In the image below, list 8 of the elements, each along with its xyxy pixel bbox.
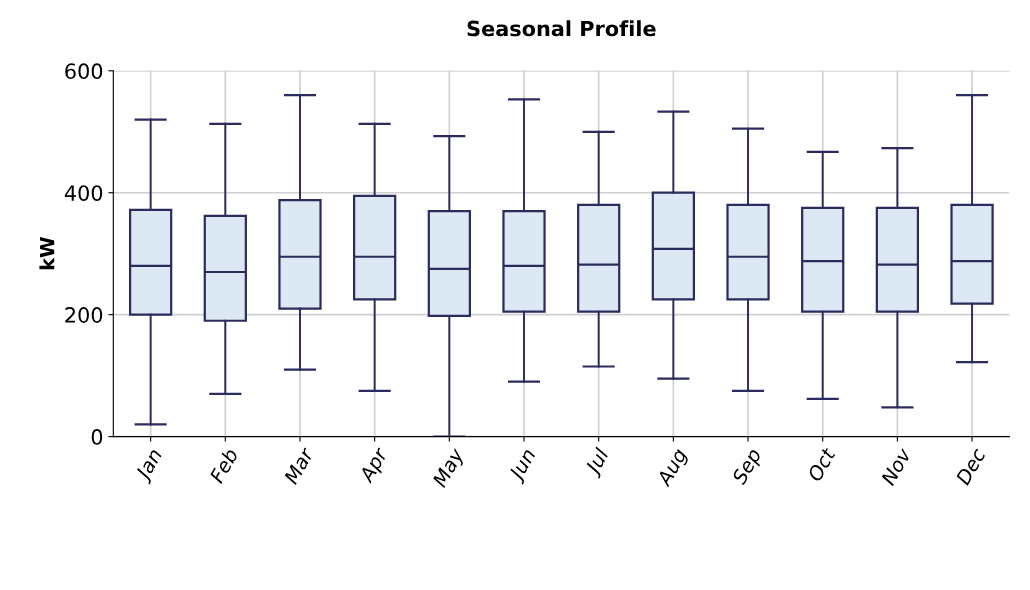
x-tick-label: Oct	[806, 445, 837, 483]
x-tick-label: Jul	[583, 446, 613, 479]
y-axis-title: kW	[39, 237, 55, 270]
y-tick-label: 600	[65, 63, 103, 80]
y-tick-label: 200	[65, 307, 103, 323]
chart-title: Seasonal Profile	[467, 20, 656, 37]
y-tick-label: 0	[91, 429, 103, 445]
y-tick-label: 400	[64, 185, 103, 201]
